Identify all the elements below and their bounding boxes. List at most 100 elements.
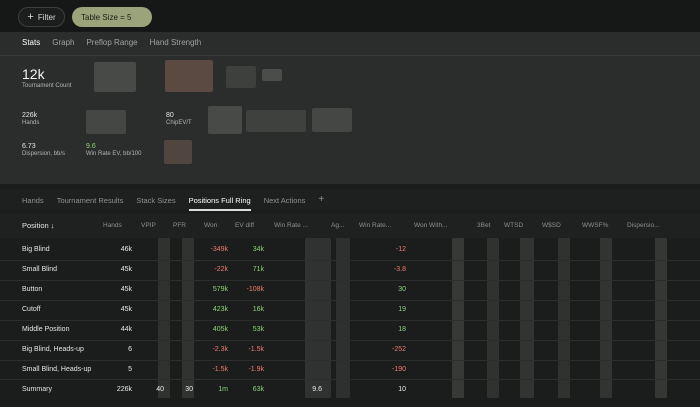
redacted-column: [158, 238, 170, 398]
row-divider: [0, 379, 700, 380]
row-won: -22k: [214, 266, 228, 273]
summary-win-rate-2: 10: [398, 386, 406, 393]
redacted-stat: [226, 66, 256, 88]
redacted-column: [487, 238, 499, 398]
stat-tournament-count: 12k Tournament Count: [22, 66, 71, 89]
row-hands: 45k: [120, 306, 132, 313]
col-position[interactable]: Position ↓: [22, 221, 55, 230]
stat-dispersion: 6.73 Dispersion, bb/s: [22, 143, 65, 157]
subtab-stats[interactable]: Stats: [22, 38, 41, 47]
row-won: 405k: [212, 326, 228, 333]
row-won: -349k: [210, 246, 228, 253]
subtabs-divider: [0, 55, 700, 56]
row-won: 423k: [212, 306, 228, 313]
col-hands[interactable]: Hands: [103, 222, 122, 229]
tab-positions-full-ring[interactable]: Positions Full Ring: [188, 196, 251, 211]
row-ev-diff: 34k: [252, 246, 264, 253]
row-position: Button: [22, 286, 43, 293]
row-win-rate: 19: [398, 306, 406, 313]
tab-hands[interactable]: Hands: [22, 196, 44, 205]
active-filter-chip[interactable]: Table Size = 5: [72, 7, 152, 27]
summary-hands: 226k: [116, 386, 132, 393]
stat-label: Win Rate EV, bb/100: [86, 151, 142, 157]
row-divider: [0, 300, 700, 301]
table-row[interactable]: Big Blind, Heads-up 6 -2.3k -1.5k -252: [0, 340, 700, 360]
table-tabs: Hands Tournament Results Stack Sizes Pos…: [0, 190, 700, 211]
table-row[interactable]: Button 45k 579k -108k 30: [0, 280, 700, 300]
redacted-column: [655, 238, 667, 398]
row-ev-diff: -1.5k: [248, 346, 264, 353]
col-dispersion[interactable]: Dispersio...: [627, 222, 660, 229]
col-ev-diff[interactable]: EV diff: [235, 222, 255, 229]
table-row[interactable]: Cutoff 45k 423k 16k 19: [0, 300, 700, 320]
table-row[interactable]: Small Blind, Heads-up 5 -1.5k -1.9k -190: [0, 360, 700, 380]
row-hands: 45k: [120, 266, 132, 273]
row-hands: 44k: [120, 326, 132, 333]
col-vpip[interactable]: VPIP: [141, 222, 156, 229]
table-row[interactable]: Big Blind 46k -349k 34k -12: [0, 240, 700, 260]
subtab-graph[interactable]: Graph: [52, 38, 75, 47]
stat-value: 6.73: [22, 143, 36, 150]
row-won: -2.3k: [212, 346, 228, 353]
col-wsd[interactable]: W$SD: [542, 222, 561, 229]
stat-value: 226k: [22, 112, 38, 119]
filter-button[interactable]: + Filter: [18, 7, 65, 27]
redacted-stat: [94, 62, 136, 92]
col-won-with[interactable]: Won With...: [414, 222, 448, 229]
stat-value: 12k: [22, 66, 45, 82]
redacted-stat: [164, 140, 192, 164]
redacted-column: [558, 238, 570, 398]
row-win-rate: -12: [395, 246, 406, 253]
table-row[interactable]: Middle Position 44k 405k 53k 18: [0, 320, 700, 340]
tab-next-actions[interactable]: Next Actions: [263, 196, 306, 205]
redacted-stat: [208, 106, 242, 134]
summary-row[interactable]: Summary 226k 40 30 1m 63k 9.6 10: [0, 380, 700, 400]
col-won[interactable]: Won: [204, 222, 218, 229]
col-pfr[interactable]: PFR: [173, 222, 186, 229]
stat-label: Tournament Count: [22, 83, 72, 89]
add-tab-plus-icon[interactable]: +: [318, 194, 325, 205]
summary-pfr: 30: [185, 386, 193, 393]
redacted-column: [452, 238, 464, 398]
row-divider: [0, 360, 700, 361]
summary-won: 1m: [218, 386, 228, 393]
row-position: Big Blind, Heads-up: [22, 346, 84, 353]
row-hands: 6: [128, 346, 132, 353]
table-row[interactable]: Small Blind 45k -22k 71k -3.8: [0, 260, 700, 280]
col-wwsf[interactable]: WWSF%: [582, 222, 609, 229]
stat-value: 80: [166, 112, 174, 119]
tab-tournament-results[interactable]: Tournament Results: [56, 196, 124, 205]
subtab-hand-strength[interactable]: Hand Strength: [149, 38, 202, 47]
row-position: Middle Position: [22, 326, 70, 333]
row-ev-diff: 71k: [252, 266, 264, 273]
redacted-stat: [262, 69, 282, 81]
stat-label: Dispersion, bb/s: [22, 151, 66, 157]
row-hands: 5: [128, 366, 132, 373]
row-win-rate: -252: [391, 346, 406, 353]
col-wtsd[interactable]: WTSD: [504, 222, 524, 229]
col-win-rate-2[interactable]: Win Rate...: [359, 222, 392, 229]
toolbar: + Filter Table Size = 5: [0, 0, 700, 32]
row-won: -1.5k: [212, 366, 228, 373]
col-3bet[interactable]: 3Bet: [477, 222, 491, 229]
redacted-column: [182, 238, 194, 398]
stat-win-rate: 9.6 Win Rate EV, bb/100: [86, 143, 141, 157]
row-win-rate: 30: [398, 286, 406, 293]
row-ev-diff: -108k: [246, 286, 264, 293]
col-ag[interactable]: Ag...: [331, 222, 345, 229]
table-header: Position ↓ Hands VPIP PFR Won EV diff Wi…: [0, 214, 700, 238]
summary-ev-diff: 63k: [252, 386, 264, 393]
redacted-stat: [86, 110, 126, 134]
subtab-preflop-range[interactable]: Preflop Range: [86, 38, 138, 47]
tab-stack-sizes[interactable]: Stack Sizes: [136, 196, 176, 205]
row-win-rate: 18: [398, 326, 406, 333]
stat-label: Hands: [22, 120, 40, 126]
row-position: Small Blind, Heads-up: [22, 366, 92, 373]
col-win-rate[interactable]: Win Rate ...: [274, 222, 308, 229]
stats-subtabs: Stats Graph Preflop Range Hand Strength: [22, 38, 201, 47]
filter-label: Filter: [37, 12, 56, 22]
redacted-column: [520, 238, 534, 398]
stat-chip-ev: 80 ChipEV/T: [166, 112, 192, 126]
stat-value: 9.6: [86, 143, 96, 150]
row-ev-diff: -1.9k: [248, 366, 264, 373]
